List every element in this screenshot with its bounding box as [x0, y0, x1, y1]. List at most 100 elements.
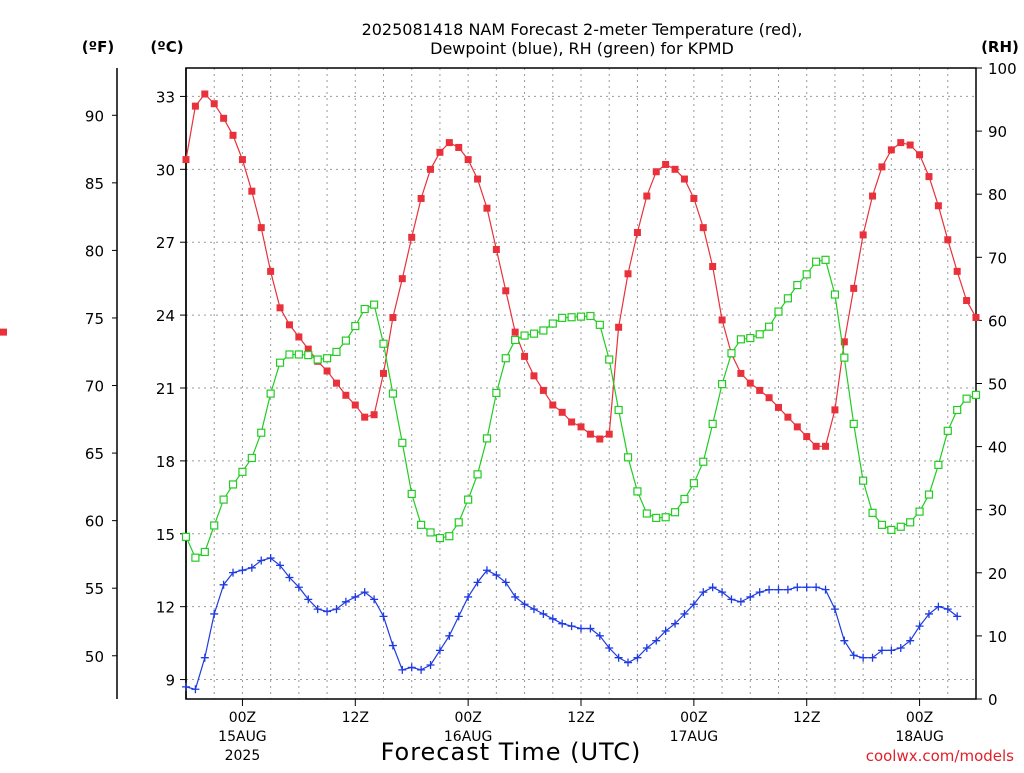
temperature-point [521, 352, 529, 360]
dewpoint-point [802, 583, 811, 592]
dewpoint-point [915, 622, 924, 631]
rh-point [727, 349, 736, 358]
dewpoint-point [736, 597, 745, 606]
date-tick-label: 15AUG [218, 729, 267, 745]
rh-point [285, 350, 294, 359]
rh-point [680, 494, 689, 504]
dewpoint-point [896, 643, 905, 652]
dewpoint-point [294, 583, 303, 592]
rh-point [783, 294, 793, 303]
dewpoint-point [360, 588, 369, 597]
rh-point [219, 495, 228, 504]
dewpoint-point [755, 588, 764, 597]
temperature-point [690, 194, 698, 202]
dewpoint-point [351, 592, 360, 601]
rh-point [934, 460, 943, 469]
temperature-point [869, 192, 877, 200]
rh-point [736, 335, 745, 344]
time-tick-label: 12Z [793, 710, 820, 726]
rh-point [746, 333, 755, 343]
dewpoint-point [492, 571, 501, 580]
dewpoint-point [567, 622, 576, 631]
dewpoint-point [219, 580, 228, 589]
rh-point [398, 438, 407, 447]
temperature-point [831, 406, 839, 414]
temperature-point [596, 435, 604, 443]
rh-point [341, 336, 350, 345]
rh-tick-label: 90 [988, 123, 1007, 141]
temperature-point [257, 224, 265, 232]
fahrenheit-tick-label: 55 [85, 580, 104, 598]
celsius-ticks: 9 12 15 18 21 24 27 30 33 [156, 88, 186, 690]
temperature-point [784, 413, 792, 421]
temperature-point [389, 314, 397, 322]
dewpoint-point [473, 578, 482, 587]
fahrenheit-tick-label: 65 [85, 445, 104, 463]
celsius-tick-label: 15 [156, 526, 175, 544]
dewpoint-point [238, 566, 247, 575]
rh-tick-label: 0 [988, 691, 998, 709]
dewpoint-point [454, 612, 463, 621]
fahrenheit-tick-label: 70 [85, 378, 104, 396]
temperature-point [718, 316, 726, 324]
temperature-point [530, 372, 538, 380]
rh-point [313, 355, 322, 364]
rh-point [473, 470, 482, 479]
rh-point [388, 389, 398, 398]
rh-point [821, 255, 830, 264]
rh-point [717, 380, 727, 389]
rh-point [812, 257, 821, 266]
rh-point [417, 520, 426, 529]
temperature-point [276, 304, 284, 312]
dewpoint-point [191, 685, 200, 694]
dewpoint-point [642, 643, 651, 652]
date-tick-label: 17AUG [670, 729, 719, 745]
temperature-point [850, 284, 858, 292]
dewpoint-point [210, 609, 219, 618]
temperature-point [483, 204, 491, 212]
rh-point [247, 453, 256, 463]
dewpoint-point [934, 602, 943, 611]
temperature-point [662, 160, 670, 168]
fahrenheit-ticks: 50 55 60 65 70 75 80 85 90 [85, 107, 117, 666]
rh-point [322, 354, 332, 363]
dewpoint-point [313, 605, 322, 614]
temperature-point [417, 194, 425, 202]
time-tick-label: 00Z [229, 710, 256, 726]
rh-point [369, 300, 379, 309]
temperature-point [380, 369, 387, 377]
temperature-point [765, 394, 773, 402]
dewpoint-point [200, 653, 209, 662]
rh-point [210, 521, 219, 530]
rh-point [275, 358, 285, 367]
temperature-point [615, 323, 623, 331]
rh-point [774, 307, 783, 316]
temperature-point [248, 187, 256, 195]
temperature-point [229, 131, 237, 139]
celsius-tick-label: 21 [156, 380, 175, 398]
rh-point [511, 335, 520, 345]
temperature-point [963, 297, 971, 305]
chart-title: 2025081418 NAM Forecast 2-meter Temperat… [362, 20, 803, 39]
dewpoint-point [924, 609, 933, 618]
dewpoint-point [793, 583, 802, 592]
rh-point [962, 394, 971, 403]
dewpoint-point [341, 597, 350, 606]
rh-point [558, 313, 567, 322]
dewpoint-point [257, 556, 266, 565]
temperature-point [906, 141, 914, 149]
dewpoint-point [595, 631, 604, 640]
temperature-point [445, 139, 453, 147]
dewpoint-point [407, 663, 416, 672]
temperature-point [201, 90, 209, 98]
fahrenheit-tick-label: 75 [85, 310, 104, 328]
dewpoint-point [652, 636, 661, 645]
rh-point [200, 547, 209, 557]
temperature-point [361, 413, 369, 421]
rh-point [953, 405, 962, 415]
dewpoint-point [680, 609, 689, 618]
dewpoint-point [558, 619, 567, 628]
